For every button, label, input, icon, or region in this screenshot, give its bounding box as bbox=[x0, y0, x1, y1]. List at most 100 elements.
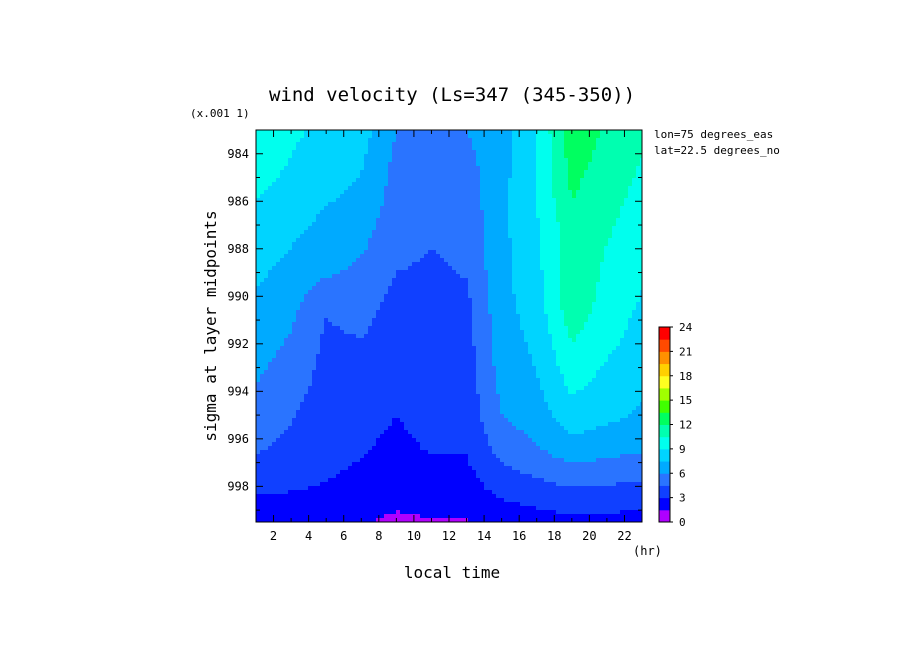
contour-cell bbox=[456, 302, 461, 307]
contour-cell bbox=[428, 294, 433, 299]
contour-cell bbox=[300, 306, 305, 311]
contour-cell bbox=[312, 206, 317, 211]
contour-cell bbox=[384, 334, 389, 339]
contour-cell bbox=[540, 330, 545, 335]
contour-cell bbox=[412, 330, 417, 335]
contour-cell bbox=[640, 238, 642, 243]
contour-cell bbox=[504, 222, 509, 227]
contour-cell bbox=[420, 270, 425, 275]
contour-cell bbox=[580, 290, 585, 295]
contour-cell bbox=[476, 242, 481, 247]
contour-cell bbox=[272, 250, 277, 255]
contour-cell bbox=[332, 178, 337, 183]
contour-cell bbox=[600, 142, 605, 147]
contour-cell bbox=[444, 174, 449, 179]
contour-cell bbox=[296, 146, 301, 151]
contour-cell bbox=[476, 214, 481, 219]
contour-cell bbox=[420, 334, 425, 339]
contour-cell bbox=[388, 314, 393, 319]
contour-cell bbox=[576, 194, 581, 199]
contour-cell bbox=[476, 150, 481, 155]
contour-cell bbox=[272, 178, 277, 183]
contour-cell bbox=[524, 254, 529, 259]
contour-cell bbox=[392, 162, 397, 167]
contour-cell bbox=[376, 298, 381, 303]
contour-cell bbox=[404, 174, 409, 179]
contour-cell bbox=[616, 290, 621, 295]
contour-cell bbox=[364, 330, 369, 335]
contour-cell bbox=[332, 162, 337, 167]
contour-cell bbox=[468, 306, 473, 311]
contour-cell bbox=[264, 174, 269, 179]
contour-cell bbox=[548, 298, 553, 303]
contour-cell bbox=[524, 302, 529, 307]
contour-cell bbox=[304, 302, 309, 307]
contour-cell bbox=[324, 154, 329, 159]
contour-cell bbox=[512, 210, 517, 215]
contour-cell bbox=[412, 258, 417, 263]
contour-cell bbox=[352, 166, 357, 171]
contour-cell bbox=[616, 150, 621, 155]
contour-cell bbox=[260, 310, 265, 315]
contour-cell bbox=[344, 190, 349, 195]
contour-cell bbox=[624, 134, 629, 139]
contour-cell bbox=[400, 142, 405, 147]
contour-cell bbox=[604, 142, 609, 147]
contour-cell bbox=[624, 222, 629, 227]
contour-cell bbox=[268, 226, 273, 231]
contour-cell bbox=[512, 322, 517, 327]
contour-cell bbox=[464, 182, 469, 187]
contour-cell bbox=[372, 266, 377, 271]
contour-cell bbox=[428, 230, 433, 235]
contour-cell bbox=[508, 326, 513, 331]
contour-cell bbox=[380, 222, 385, 227]
contour-cell bbox=[604, 254, 609, 259]
contour-cell bbox=[584, 162, 589, 167]
contour-cell bbox=[296, 282, 301, 287]
contour-cell bbox=[600, 298, 605, 303]
contour-cell bbox=[508, 182, 513, 187]
contour-cell bbox=[424, 322, 429, 327]
contour-cell bbox=[444, 246, 449, 251]
contour-cell bbox=[488, 298, 493, 303]
contour-cell bbox=[416, 274, 421, 279]
contour-cell bbox=[448, 210, 453, 215]
contour-cell bbox=[472, 134, 477, 139]
contour-cell bbox=[472, 266, 477, 271]
contour-cell bbox=[540, 298, 545, 303]
contour-cell bbox=[328, 274, 333, 279]
contour-cell bbox=[532, 138, 537, 143]
contour-cell bbox=[548, 190, 553, 195]
contour-cell bbox=[476, 246, 481, 251]
contour-cell bbox=[404, 202, 409, 207]
contour-cell bbox=[284, 214, 289, 219]
contour-cell bbox=[624, 262, 629, 267]
contour-cell bbox=[444, 154, 449, 159]
contour-cell bbox=[264, 306, 269, 311]
contour-cell bbox=[492, 198, 497, 203]
contour-cell bbox=[424, 266, 429, 271]
contour-cell bbox=[596, 326, 601, 331]
contour-cell bbox=[620, 250, 625, 255]
contour-cell bbox=[396, 234, 401, 239]
contour-cell bbox=[632, 198, 637, 203]
contour-cell bbox=[636, 290, 641, 295]
contour-cell bbox=[344, 186, 349, 191]
contour-cell bbox=[612, 146, 617, 151]
contour-cell bbox=[260, 214, 265, 219]
contour-cell bbox=[544, 278, 549, 283]
contour-cell bbox=[400, 202, 405, 207]
contour-cell bbox=[452, 278, 457, 283]
contour-cell bbox=[632, 238, 637, 243]
contour-cell bbox=[380, 158, 385, 163]
contour-cell bbox=[552, 318, 557, 323]
contour-cell bbox=[596, 130, 601, 135]
contour-cell bbox=[468, 274, 473, 279]
contour-cell bbox=[520, 210, 525, 215]
contour-cell bbox=[572, 134, 577, 139]
contour-cell bbox=[636, 250, 641, 255]
contour-cell bbox=[328, 254, 333, 259]
contour-cell bbox=[620, 246, 625, 251]
contour-cell bbox=[428, 258, 433, 263]
contour-cell bbox=[456, 242, 461, 247]
